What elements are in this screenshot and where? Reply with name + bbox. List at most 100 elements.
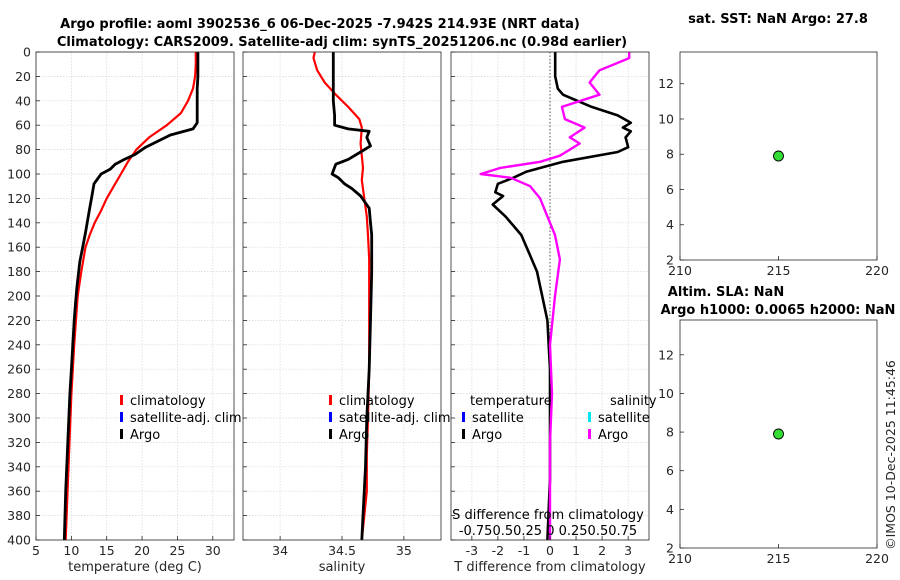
y-tick-label: 60 xyxy=(15,118,31,133)
x-tick-label: 1 xyxy=(572,543,580,558)
legend-swatch xyxy=(462,412,465,422)
y-tick-label: 0 xyxy=(23,45,31,60)
title-line-1: Argo profile: aoml 3902536_6 06-Dec-2025… xyxy=(60,17,580,32)
y-tick-label: 40 xyxy=(15,93,31,108)
y-tick-label: 4 xyxy=(666,502,674,517)
legend-swatch xyxy=(588,429,591,439)
legend-temperature-title: temperature xyxy=(470,394,552,409)
x-tick-label: 34.5 xyxy=(328,543,356,558)
legend-label: Argo xyxy=(598,428,628,443)
x-tick-label: -2 xyxy=(492,543,504,558)
x-tick-label: 34 xyxy=(272,543,288,558)
y-tick-label: 2 xyxy=(666,541,674,556)
y-tick-label: 360 xyxy=(7,484,31,499)
x-axis-label: T difference from climatology xyxy=(453,560,646,575)
y-tick-label: 6 xyxy=(666,463,674,478)
legend-label: climatology xyxy=(130,394,206,409)
title-line-2: Climatology: CARS2009. Satellite-adj cli… xyxy=(57,35,627,50)
data-point-marker xyxy=(773,428,784,440)
sst-panel: 2 4 6 8 10 12 210 215 220 sat. SST: NaN Argo: 27.… xyxy=(658,12,889,278)
y-tick-label: 12 xyxy=(658,347,674,362)
y-tick-label: 20 xyxy=(15,69,31,84)
y-tick-label: 10 xyxy=(658,111,674,126)
y-tick-label: 260 xyxy=(7,362,31,377)
x-tick-label: 25 xyxy=(169,543,185,558)
legend-label: Argo xyxy=(472,428,502,443)
series-line-argo xyxy=(62,52,200,541)
y-tick-label: 220 xyxy=(7,313,31,328)
legend-label: Argo xyxy=(130,428,160,443)
sst-title: sat. SST: NaN Argo: 27.8 xyxy=(688,12,868,27)
legend-label: satellite-adj. clim xyxy=(339,411,451,426)
salinity-panel: 34 34.5 35 salinity climatology satellite-adj… xyxy=(242,51,451,575)
legend-swatch xyxy=(462,429,465,439)
legend-label: satellite-adj. clim xyxy=(130,411,242,426)
series-line-t-diff-argo xyxy=(491,52,633,541)
y-tick-label: 120 xyxy=(7,191,31,206)
x-tick-label: 5 xyxy=(32,543,40,558)
data-point-marker xyxy=(773,150,784,162)
x-axis-label: temperature (deg C) xyxy=(68,560,202,575)
x-tick-label: 220 xyxy=(865,551,889,566)
legend-swatch xyxy=(120,429,123,439)
series-line-s-diff-argo xyxy=(479,52,631,540)
timestamp-stamp: ©IMOS 10-Dec-2025 11:45:46 xyxy=(883,360,898,550)
x-tick-label: 0 xyxy=(546,543,554,558)
y-tick-label: 240 xyxy=(7,337,31,352)
legend-swatch xyxy=(588,412,591,422)
x-tick-label: -3 xyxy=(466,543,478,558)
x-tick-label: -1 xyxy=(518,543,530,558)
x-tick-label: 2 xyxy=(598,543,606,558)
y-tick-label: 340 xyxy=(7,459,31,474)
x-tick-label: 3 xyxy=(624,543,632,558)
y-tick-label: 12 xyxy=(658,76,674,91)
x-tick-label: 220 xyxy=(865,263,889,278)
y-tick-label: 140 xyxy=(7,215,31,230)
legend-swatch xyxy=(329,412,332,422)
y-tick-label: 320 xyxy=(7,435,31,450)
x-tick-label: 30 xyxy=(205,543,221,558)
difference-panel: -3 -2 -1 0 1 2 3 T difference from climatology t… xyxy=(450,51,657,575)
s-diff-axis-label: S difference from climatology xyxy=(452,508,644,523)
y-tick-label: 180 xyxy=(7,264,31,279)
x-tick-label: 20 xyxy=(134,543,150,558)
x-tick-label: 210 xyxy=(668,263,692,278)
legend-label: Argo xyxy=(339,428,369,443)
y-tick-label: 280 xyxy=(7,386,31,401)
y-tick-label: 2 xyxy=(666,253,674,268)
legend-label: satellite xyxy=(598,411,650,426)
sla-title-2: Argo h1000: 0.0065 h2000: NaN xyxy=(661,303,896,318)
y-tick-label: 80 xyxy=(15,142,31,157)
y-tick-label: 10 xyxy=(658,386,674,401)
legend-label: satellite xyxy=(472,411,524,426)
y-tick-label: 160 xyxy=(7,240,31,255)
series-line-argo xyxy=(330,52,374,541)
y-tick-label: 8 xyxy=(666,147,674,162)
x-axis-label: salinity xyxy=(319,560,366,575)
x-tick-label: 10 xyxy=(63,543,79,558)
y-tick-label: 380 xyxy=(7,508,31,523)
legend-swatch xyxy=(329,429,332,439)
x-tick-label: 35 xyxy=(396,543,412,558)
legend-salinity-title: salinity xyxy=(610,394,657,409)
y-tick-label: 4 xyxy=(666,217,674,232)
y-tick-label: 400 xyxy=(7,533,31,548)
y-tick-label: 100 xyxy=(7,167,31,182)
y-tick-label: 6 xyxy=(666,182,674,197)
y-tick-label: 200 xyxy=(7,289,31,304)
legend-swatch xyxy=(120,395,123,405)
y-tick-label: 300 xyxy=(7,411,31,426)
x-tick-label: 15 xyxy=(99,543,115,558)
x-tick-label: 215 xyxy=(767,263,791,278)
legend-label: climatology xyxy=(339,394,415,409)
legend-swatch xyxy=(120,412,123,422)
x-tick-label: 210 xyxy=(668,551,692,566)
series-line-climatology xyxy=(64,52,197,541)
x-tick-label: 215 xyxy=(767,551,791,566)
legend-swatch xyxy=(329,395,332,405)
sla-title: Altim. SLA: NaN xyxy=(668,285,784,300)
y-tick-label: 8 xyxy=(666,425,674,440)
s-diff-tick-labels: -0.750.50.25 0 0.250.50.75 xyxy=(459,524,637,539)
